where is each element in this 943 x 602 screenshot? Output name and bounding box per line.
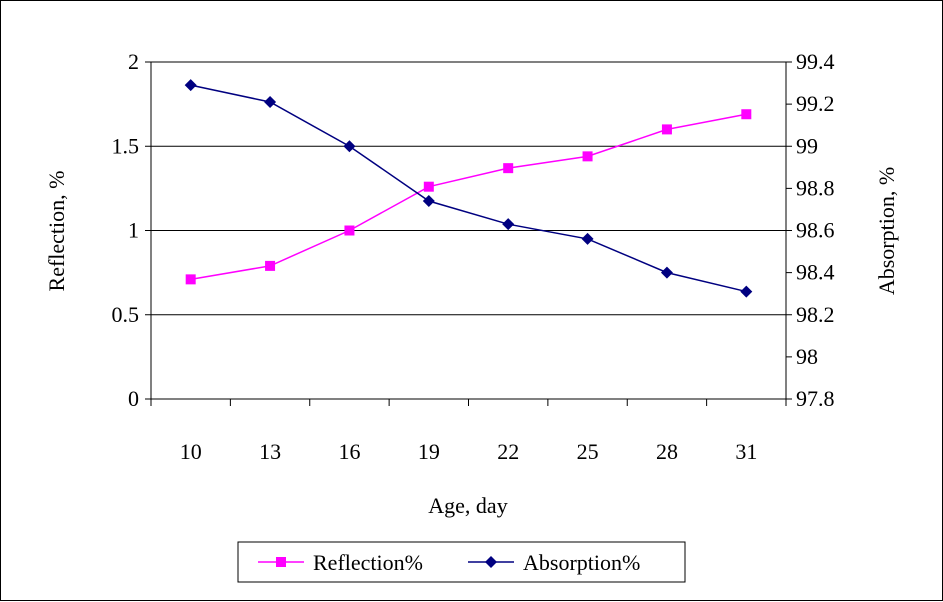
absorption-point <box>581 232 594 245</box>
data-series <box>184 79 753 298</box>
x-tick-label: 22 <box>497 439 519 464</box>
x-tick-label: 10 <box>180 439 202 464</box>
legend-reflection-marker <box>276 557 286 567</box>
reflection-point <box>661 124 672 135</box>
right-y-tick-label: 99 <box>796 133 818 158</box>
right-y-tick-label: 98.4 <box>796 260 835 285</box>
left-y-tick-label: 0.5 <box>112 302 140 327</box>
left-y-tick-labels: 0 0.5 1 1.5 2 <box>112 49 151 411</box>
right-y-tick-label: 98 <box>796 344 818 369</box>
reflection-series-line <box>190 113 747 281</box>
legend-box <box>237 541 686 583</box>
legend-absorption-marker <box>485 556 497 568</box>
absorption-point <box>264 96 277 109</box>
x-tick-label: 28 <box>656 439 678 464</box>
x-tick-labels: 10 13 16 19 22 25 28 31 <box>150 399 787 464</box>
left-y-tick-label: 2 <box>128 49 139 74</box>
absorption-point <box>422 195 435 208</box>
right-y-tick-label: 98.8 <box>796 175 835 200</box>
reflection-point <box>265 260 276 271</box>
reflection-point <box>423 181 434 192</box>
absorption-point <box>502 218 515 231</box>
right-y-tick-label: 98.6 <box>796 218 835 243</box>
right-y-tick-labels: 97.8 98 98.2 98.4 98.6 98.8 99 99.2 99.4 <box>786 49 835 411</box>
x-tick-label: 19 <box>418 439 440 464</box>
x-axis-title: Age, day <box>428 493 507 518</box>
reflection-point <box>185 274 196 285</box>
x-tick-label: 31 <box>735 439 757 464</box>
right-y-tick-label: 99.4 <box>796 49 835 74</box>
reflection-point <box>741 109 752 120</box>
x-tick-label: 13 <box>259 439 281 464</box>
reflection-point <box>344 225 355 236</box>
x-tick-label: 25 <box>577 439 599 464</box>
right-y-tick-label: 99.2 <box>796 91 835 116</box>
reflection-point <box>582 151 593 162</box>
absorption-point <box>740 285 753 298</box>
left-y-axis-title: Reflection, % <box>44 171 69 292</box>
legend-absorption-label: Absorption% <box>523 550 640 575</box>
x-tick-label: 16 <box>338 439 360 464</box>
absorption-point <box>184 79 197 92</box>
absorption-point <box>660 266 673 279</box>
right-y-tick-label: 98.2 <box>796 302 835 327</box>
left-y-tick-label: 1 <box>128 218 139 243</box>
legend-reflection-label: Reflection% <box>313 550 423 575</box>
right-y-axis-title: Absorption, % <box>874 167 899 295</box>
left-y-tick-label: 0 <box>128 386 139 411</box>
legend: Reflection% Absorption% <box>237 541 686 583</box>
left-y-tick-label: 1.5 <box>112 133 140 158</box>
reflection-point <box>503 163 514 174</box>
absorption-point <box>343 140 356 153</box>
gridlines <box>151 61 786 316</box>
right-y-tick-label: 97.8 <box>796 386 835 411</box>
absorption-series-line <box>190 84 747 293</box>
